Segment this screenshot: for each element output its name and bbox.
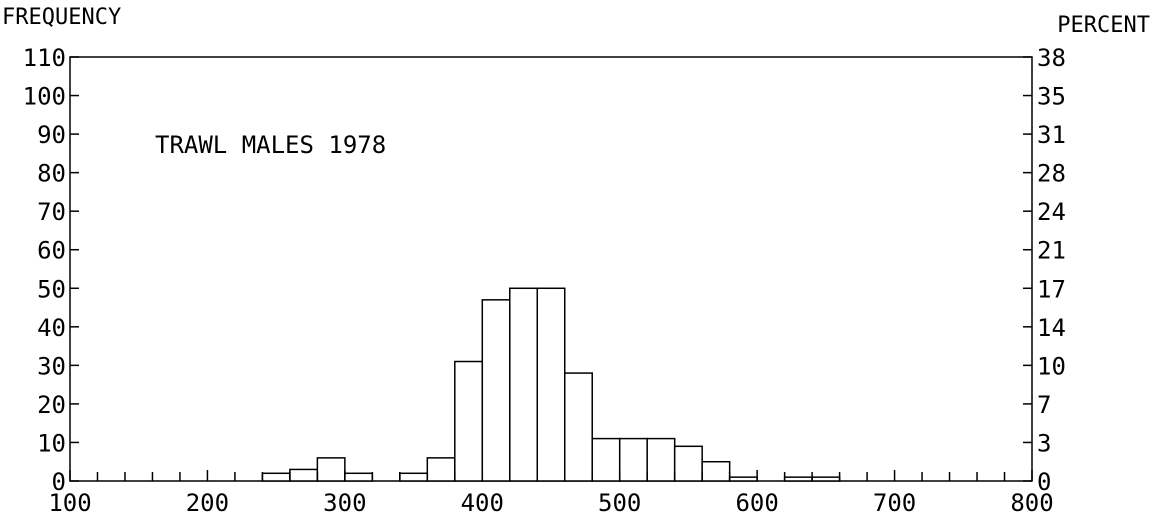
y-ticks-left-group: 0 10 20 30 40 50 60 70 80 90 100 110 (23, 44, 79, 496)
histogram-bar (509, 287, 539, 482)
y-tick-left-label: 10 (37, 429, 66, 457)
y-tick-right-label: 0 (1037, 468, 1051, 496)
histogram-bar (316, 457, 346, 482)
right-axis-title: PERCENT (1057, 13, 1150, 38)
x-tick-label: 200 (186, 489, 229, 517)
y-tick-left-label: 110 (23, 44, 66, 72)
histogram-bar (261, 472, 291, 482)
x-tick-label: 500 (598, 489, 641, 517)
y-tick-right-label: 24 (1037, 198, 1066, 226)
histogram-bar (563, 372, 593, 482)
y-tick-left-label: 80 (37, 160, 66, 188)
y-tick-right-label: 35 (1037, 83, 1066, 111)
x-tick-label: 800 (1010, 489, 1053, 517)
y-tick-left-label: 30 (37, 352, 66, 380)
histogram-bar (344, 472, 374, 482)
y-tick-right-label: 10 (1037, 352, 1066, 380)
y-tick-left-label: 100 (23, 83, 66, 111)
histogram-bar (646, 437, 676, 482)
y-ticks-right-group: 0 3 7 10 14 17 21 24 28 31 35 38 (1023, 44, 1066, 496)
histogram-bar (673, 445, 703, 482)
y-tick-left-label: 50 (37, 275, 66, 303)
histogram-bar (454, 360, 484, 482)
y-tick-left-label: 60 (37, 237, 66, 265)
histogram-bar (289, 468, 319, 482)
x-tick-label: 400 (461, 489, 504, 517)
y-tick-left-label: 0 (52, 468, 66, 496)
histogram-bar (426, 457, 456, 482)
y-tick-right-label: 7 (1037, 391, 1051, 419)
y-tick-right-label: 17 (1037, 275, 1066, 303)
chart-annotation: TRAWL MALES 1978 (155, 131, 386, 159)
y-tick-right-label: 21 (1037, 237, 1066, 265)
histogram-bar (399, 472, 429, 482)
histogram-bar (811, 476, 841, 482)
y-tick-left-label: 70 (37, 198, 66, 226)
histogram-bar (618, 437, 648, 482)
left-axis-title: FREQUENCY (2, 5, 121, 30)
y-tick-right-label: 28 (1037, 160, 1066, 188)
y-tick-right-label: 31 (1037, 121, 1066, 149)
y-tick-left-label: 40 (37, 314, 66, 342)
x-ticks-group: 100 200 300 400 500 600 700 800 (48, 470, 1054, 517)
histogram-bar (591, 437, 621, 482)
x-tick-label: 300 (323, 489, 366, 517)
histogram-bar (728, 476, 758, 482)
histogram-bar (481, 299, 511, 482)
y-tick-right-label: 38 (1037, 44, 1066, 72)
y-tick-left-label: 90 (37, 121, 66, 149)
histogram-bar (536, 287, 566, 482)
x-tick-label: 100 (48, 489, 91, 517)
histogram-bar (783, 476, 813, 482)
y-tick-right-label: 3 (1037, 429, 1051, 457)
histogram-bar (701, 460, 731, 482)
x-tick-label: 600 (735, 489, 778, 517)
x-tick-label: 700 (873, 489, 916, 517)
bars-group (261, 287, 841, 482)
y-tick-right-label: 14 (1037, 314, 1066, 342)
y-tick-left-label: 20 (37, 391, 66, 419)
